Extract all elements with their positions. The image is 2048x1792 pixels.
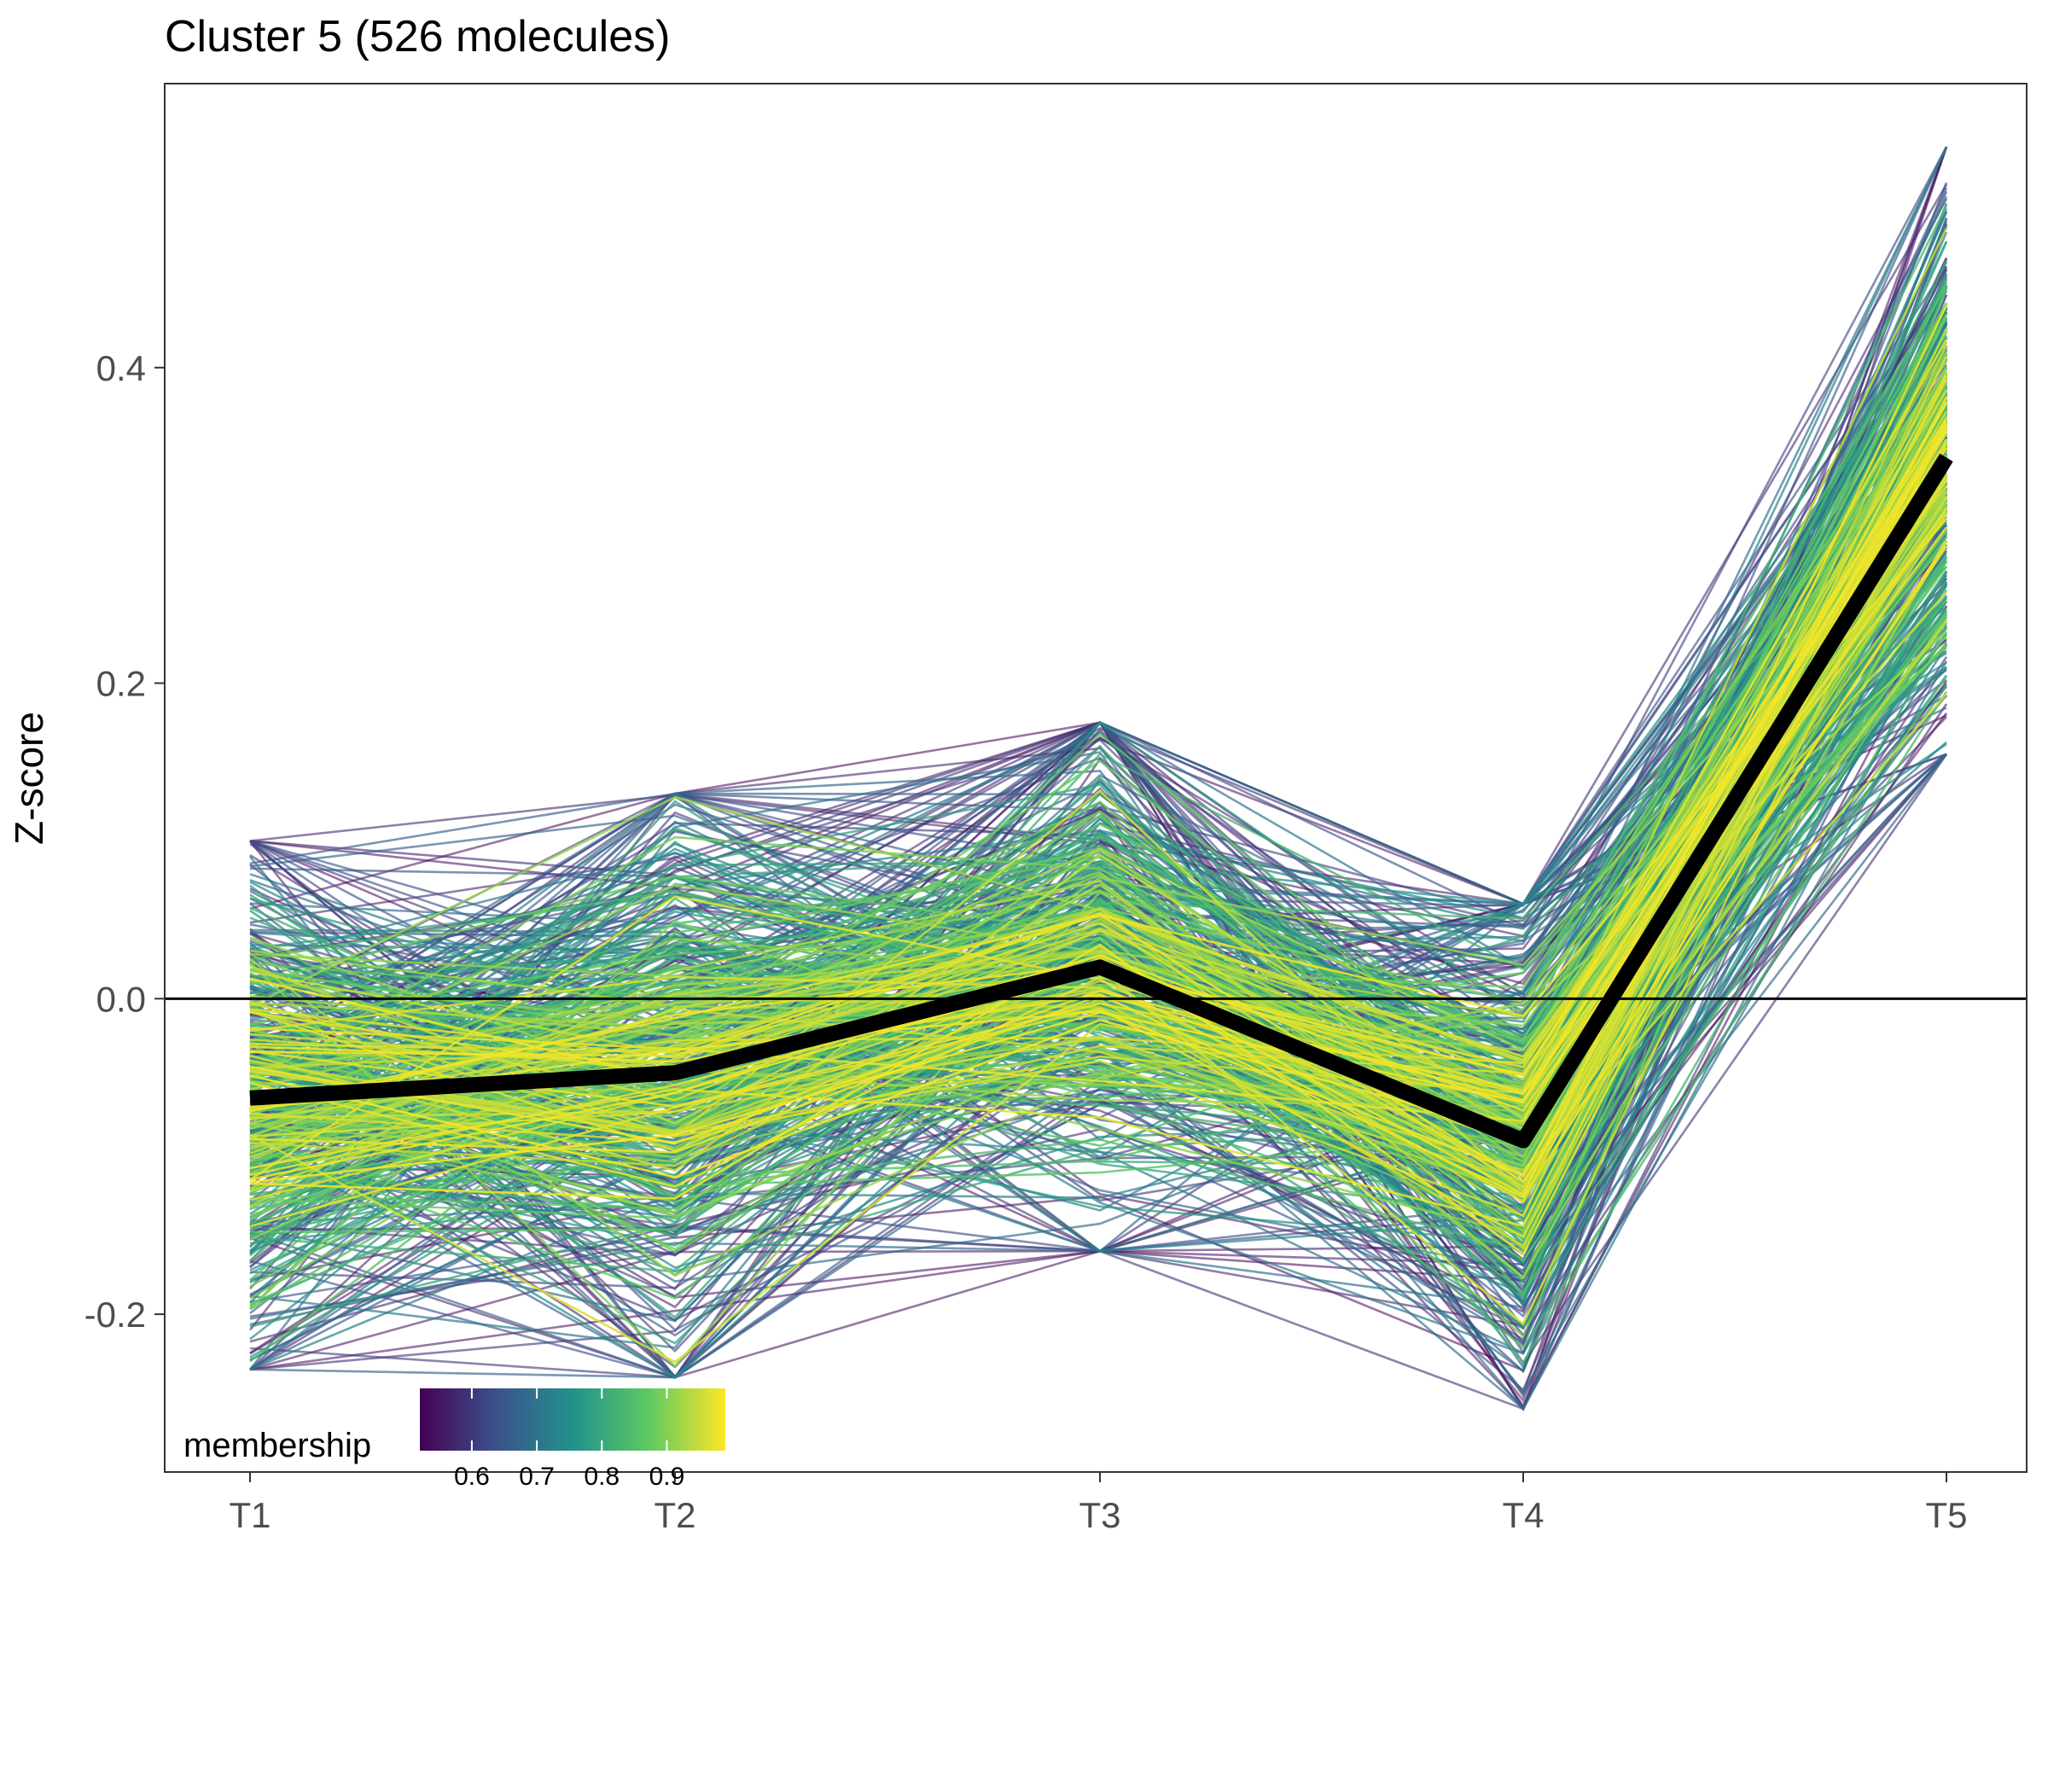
molecule-line bbox=[249, 340, 1948, 1077]
molecule-line bbox=[249, 409, 1948, 1327]
molecule-line bbox=[249, 396, 1948, 1228]
molecule-line bbox=[249, 329, 1948, 1368]
y-axis: -0.2 0.0 0.2 0.4 bbox=[84, 348, 165, 1335]
x-tick-label: T4 bbox=[1502, 1495, 1544, 1535]
legend-tick-label: 0.6 bbox=[454, 1463, 490, 1491]
centroid-line bbox=[249, 453, 1953, 1149]
y-tick-label: -0.2 bbox=[84, 1295, 146, 1335]
y-axis-title: Z-score bbox=[7, 712, 51, 845]
molecule-line bbox=[249, 490, 1948, 1277]
x-tick-label: T5 bbox=[1925, 1495, 1967, 1535]
y-tick-label: 0.2 bbox=[96, 664, 146, 704]
legend-tick-label: 0.9 bbox=[649, 1463, 685, 1491]
legend-tick-label: 0.8 bbox=[584, 1463, 620, 1491]
chart-title: Cluster 5 (526 molecules) bbox=[165, 12, 670, 61]
molecule-line bbox=[249, 454, 1948, 1156]
molecule-line bbox=[249, 425, 1948, 1256]
y-tick-label: 0.0 bbox=[96, 979, 146, 1019]
molecule-line bbox=[249, 447, 1948, 1188]
y-tick-label: 0.4 bbox=[96, 348, 146, 388]
molecule-line bbox=[249, 427, 1948, 1184]
x-tick-label: T2 bbox=[654, 1495, 695, 1535]
legend: membership 0.6 0.7 0.8 0.9 bbox=[183, 1388, 725, 1491]
molecule-line bbox=[249, 486, 1947, 1163]
molecule-profiles bbox=[248, 146, 1948, 1412]
molecule-line bbox=[249, 260, 1948, 1092]
molecule-line bbox=[249, 402, 1948, 1178]
legend-tick-label: 0.7 bbox=[519, 1463, 555, 1491]
molecule-line bbox=[249, 614, 1948, 1263]
panel-border bbox=[164, 83, 2028, 1473]
molecule-line bbox=[249, 420, 1948, 1123]
legend-title: membership bbox=[183, 1427, 371, 1464]
x-tick-label: T3 bbox=[1079, 1495, 1120, 1535]
legend-colorbar bbox=[420, 1388, 725, 1451]
molecule-line bbox=[249, 355, 1948, 1145]
x-tick-label: T1 bbox=[229, 1495, 271, 1535]
molecule-line bbox=[249, 475, 1948, 1194]
molecule-line bbox=[249, 428, 1948, 1109]
molecule-line bbox=[249, 227, 1948, 1133]
x-axis: T1 T2 T3 T4 T5 bbox=[229, 1472, 1968, 1535]
